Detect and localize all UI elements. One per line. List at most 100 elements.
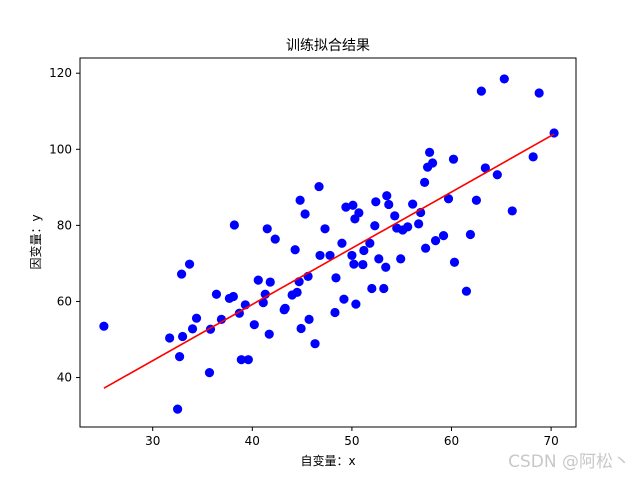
scatter-point (177, 331, 188, 342)
scatter-point (365, 238, 375, 248)
scatter-point (253, 275, 263, 285)
scatter-point (347, 250, 357, 261)
scatter-point (351, 299, 361, 309)
scatter-point (499, 74, 509, 84)
scatter-point (264, 329, 274, 339)
y-tick-label: 100 (49, 142, 72, 156)
scatter-point (403, 222, 413, 232)
scatter-point (165, 333, 175, 343)
y-tick-label: 60 (57, 294, 72, 308)
scatter-point (292, 287, 302, 297)
x-tick-label: 50 (344, 434, 359, 448)
scatter-point (371, 197, 381, 207)
scatter-point (480, 163, 490, 173)
scatter-point (176, 269, 187, 279)
scatter-point (465, 229, 476, 240)
plot-area (80, 58, 576, 427)
scatter-point (374, 254, 384, 264)
scatter-point (476, 86, 486, 96)
scatter-point (228, 291, 238, 302)
scatter-point (310, 339, 320, 349)
scatter-point (408, 199, 418, 209)
scatter-point (314, 181, 324, 192)
scatter-point (300, 209, 310, 219)
scatter-point (449, 257, 460, 267)
scatter-point (359, 245, 369, 256)
scatter-point (204, 368, 215, 378)
scatter-point (216, 314, 227, 324)
scatter-point (384, 199, 394, 210)
y-tick-label: 80 (57, 218, 72, 232)
scatter-point (382, 191, 392, 201)
scatter-point (262, 224, 272, 234)
scatter-point (420, 177, 430, 187)
scatter-point (337, 238, 347, 248)
scatter-point (330, 307, 340, 318)
scatter-point (99, 321, 109, 331)
scatter-point (187, 324, 198, 334)
scatter-point (414, 219, 424, 229)
watermark-text: CSDN @阿松丶 (508, 452, 630, 472)
regression-line (103, 133, 555, 389)
y-axis-ticks: 40 60 80 100 120 (49, 66, 80, 385)
scatter-point (236, 355, 246, 365)
x-axis-ticks: 30 40 50 60 70 (145, 427, 559, 448)
scatter-point (354, 208, 364, 218)
fit-line-group (103, 133, 555, 389)
scatter-point (211, 289, 222, 299)
scatter-point (296, 323, 306, 334)
scatter-point (184, 259, 195, 269)
x-tick-label: 60 (444, 434, 459, 448)
scatter-point (443, 194, 454, 204)
scatter-point (492, 170, 502, 180)
scatter-point (528, 152, 538, 162)
scatter-point (471, 195, 482, 205)
x-tick-label: 30 (145, 434, 160, 448)
scatter-point (290, 245, 300, 255)
scatter-point (339, 294, 349, 304)
scatter-point (341, 202, 351, 212)
scatter-point (265, 277, 275, 287)
scatter-point (243, 355, 253, 365)
scatter-point (174, 352, 185, 362)
scatter-point (331, 273, 341, 283)
scatter-point (191, 313, 202, 323)
scatter-point (448, 154, 459, 164)
scatter-point (295, 195, 305, 205)
scatter-point (325, 250, 335, 261)
scatter-point (438, 231, 449, 241)
scatter-point (173, 404, 183, 414)
chart-title: 训练拟合结果 (286, 38, 370, 54)
scatter-point (249, 320, 259, 330)
scatter-point (421, 243, 431, 253)
scatter-point (390, 211, 400, 221)
data-points (99, 74, 559, 414)
x-axis-label: 自变量：x (300, 453, 355, 468)
y-axis-label: 因变量：y (28, 214, 43, 269)
scatter-point (358, 259, 368, 270)
x-tick-label: 70 (543, 434, 558, 448)
scatter-point (396, 254, 406, 264)
plot-frame (79, 57, 577, 428)
scatter-point (379, 283, 389, 294)
y-tick-label: 120 (49, 66, 72, 80)
scatter-point (427, 158, 438, 168)
scatter-point (430, 235, 441, 246)
scatter-point (348, 200, 358, 210)
scatter-point (280, 303, 290, 313)
scatter-point (367, 283, 377, 294)
scatter-point (507, 206, 517, 216)
scatter-point (304, 314, 314, 324)
scatter-point (315, 250, 325, 261)
scatter-point (229, 220, 239, 230)
scatter-point (349, 259, 359, 269)
scatter-point (370, 221, 380, 231)
y-tick-label: 40 (57, 371, 72, 385)
scatter-point (320, 224, 330, 234)
scatter-point (381, 262, 391, 272)
scatter-point (534, 88, 544, 98)
scatter-point (461, 286, 472, 296)
x-tick-label: 40 (245, 434, 260, 448)
scatter-point (270, 234, 280, 244)
